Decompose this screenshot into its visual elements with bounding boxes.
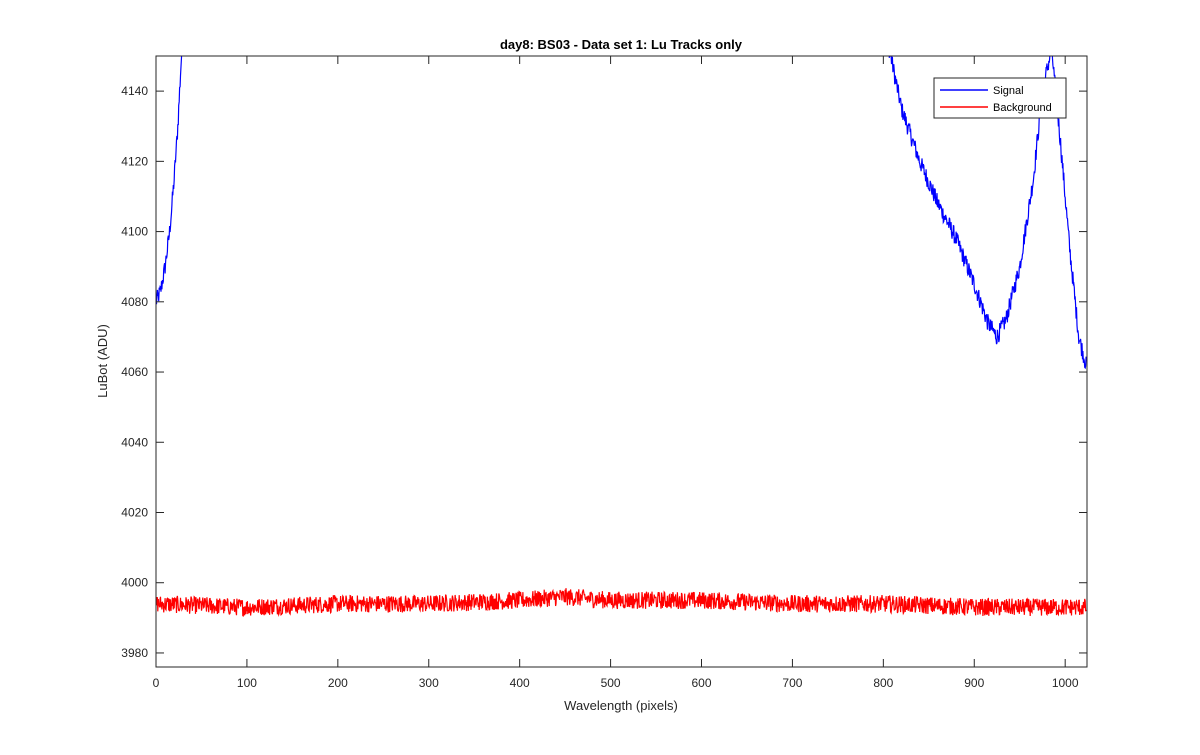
- legend-label-signal: Signal: [993, 85, 1024, 97]
- x-tick-label: 900: [964, 676, 984, 690]
- series-line-signal: [156, 56, 1087, 370]
- plot-area: [156, 56, 1087, 667]
- y-axis: 3980 4000 4020 4040 4060 4080 4100 4120 4140: [121, 84, 1087, 660]
- y-axis-label: LuBot (ADU): [95, 324, 110, 398]
- x-tick-label: 600: [691, 676, 711, 690]
- y-tick-label: 4000: [121, 576, 148, 590]
- series-layer: [156, 56, 1087, 617]
- y-tick-label: 4140: [121, 84, 148, 98]
- x-tick-label: 300: [419, 676, 439, 690]
- chart-title: day8: BS03 - Data set 1: Lu Tracks only: [500, 37, 743, 52]
- x-tick-label: 500: [601, 676, 621, 690]
- x-tick-label: 100: [237, 676, 257, 690]
- y-tick-label: 4060: [121, 365, 148, 379]
- x-tick-label: 400: [510, 676, 530, 690]
- legend: Signal Background: [933, 77, 1067, 119]
- y-tick-label: 4080: [121, 295, 148, 309]
- x-axis-label: Wavelength (pixels): [564, 698, 678, 713]
- y-tick-label: 4120: [121, 154, 148, 168]
- x-tick-label: 200: [328, 676, 348, 690]
- axes-box: [155, 55, 1088, 668]
- x-tick-label: 800: [873, 676, 893, 690]
- x-tick-label: 700: [782, 676, 802, 690]
- y-tick-label: 4020: [121, 505, 148, 519]
- legend-label-background: Background: [993, 102, 1052, 114]
- x-tick-label: 0: [153, 676, 160, 690]
- legend-box: [933, 77, 1067, 119]
- series-line-background: [156, 588, 1087, 617]
- y-tick-label: 3980: [121, 646, 148, 660]
- y-tick-label: 4040: [121, 435, 148, 449]
- x-tick-label: 1000: [1052, 676, 1079, 690]
- x-axis: 0 100 200 300 400 500 600 700 800 900 1000: [153, 56, 1079, 690]
- y-tick-label: 4100: [121, 225, 148, 239]
